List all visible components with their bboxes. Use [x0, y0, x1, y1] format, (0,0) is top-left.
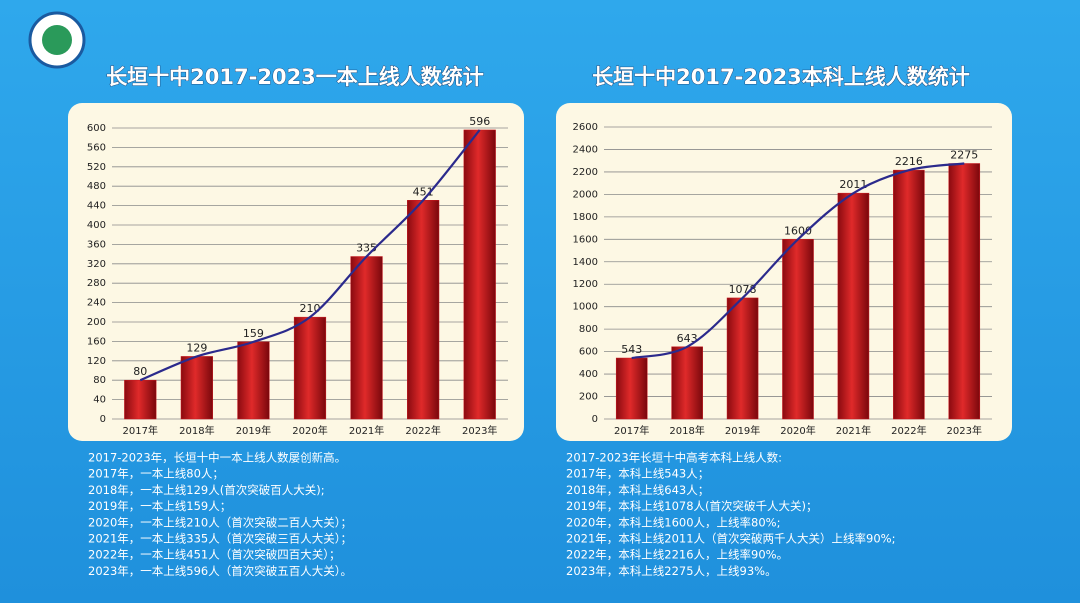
y-tick-label: 480	[87, 181, 106, 192]
x-tick-label: 2017年	[123, 424, 158, 437]
data-label: 1078	[729, 283, 757, 296]
y-tick-label: 200	[87, 317, 106, 328]
note-line: 2020年，本科上线1600人，上线率80%;	[566, 515, 780, 529]
x-tick-label: 2018年	[669, 424, 704, 437]
note-line: 2017年，一本上线80人；	[88, 467, 224, 481]
note-line: 2019年，一本上线159人；	[88, 499, 231, 513]
y-tick-label: 80	[93, 375, 106, 386]
x-tick-label: 2018年	[179, 424, 214, 437]
data-label: 210	[300, 302, 321, 315]
y-tick-label: 400	[579, 369, 598, 380]
note-line: 2022年，本科上线2216人，上线率90%。	[566, 548, 788, 562]
bar	[837, 192, 870, 420]
y-tick-label: 520	[87, 162, 106, 173]
note-line: 2023年，一本上线596人（首次突破五百人大关）。	[88, 564, 352, 578]
data-label: 159	[243, 327, 264, 340]
trend-line	[631, 162, 965, 360]
data-label: 2011	[839, 178, 867, 191]
y-tick-label: 1600	[573, 234, 598, 245]
x-tick-label: 2019年	[725, 424, 760, 437]
chart-title: 长垣十中2017-2023一本上线人数统计	[106, 65, 484, 89]
y-tick-label: 2200	[573, 167, 598, 178]
y-tick-label: 1000	[573, 302, 598, 313]
x-tick-label: 2023年	[462, 424, 497, 437]
x-tick-label: 2017年	[614, 424, 649, 437]
y-tick-label: 600	[579, 347, 598, 358]
bar	[350, 256, 383, 420]
bar	[948, 163, 981, 420]
data-label: 129	[186, 341, 207, 354]
y-tick-label: 560	[87, 142, 106, 153]
y-tick-label: 40	[93, 395, 106, 406]
bar	[782, 239, 814, 420]
x-tick-label: 2020年	[292, 424, 327, 437]
note-line: 2017-2023年，长垣十中一本上线人数屡创新高。	[88, 451, 346, 465]
bar	[180, 356, 213, 420]
chart-title: 长垣十中2017-2023本科上线人数统计	[592, 65, 970, 89]
data-label: 643	[677, 332, 698, 345]
logo-core	[42, 25, 72, 55]
note-line: 2017-2023年长垣十中高考本科上线人数:	[566, 451, 782, 465]
y-tick-label: 800	[579, 324, 598, 335]
x-tick-label: 2023年	[947, 424, 982, 437]
note-line: 2021年，一本上线335人（首次突破三百人大关）；	[88, 532, 352, 546]
y-tick-label: 600	[87, 123, 106, 134]
x-tick-label: 2022年	[405, 424, 440, 437]
y-tick-label: 0	[100, 414, 106, 425]
bar	[293, 316, 327, 420]
data-label: 80	[133, 365, 147, 378]
y-tick-label: 1200	[573, 279, 598, 290]
y-tick-label: 1400	[573, 257, 598, 268]
note-line: 2018年，本科上线643人；	[566, 483, 709, 497]
note-line: 2022年，一本上线451人（首次突破四百大关）；	[88, 548, 340, 562]
x-tick-label: 2020年	[780, 424, 815, 437]
bar	[407, 200, 440, 420]
bar	[615, 357, 648, 420]
y-tick-label: 120	[87, 356, 106, 367]
trend-line	[139, 129, 481, 382]
note-line: 2020年，一本上线210人（首次突破二百人大关）；	[88, 515, 352, 529]
bar	[237, 341, 270, 420]
x-tick-label: 2021年	[836, 424, 871, 437]
note-line: 2021年，本科上线2011人（首次突破两千人大关）上线率90%;	[566, 532, 895, 546]
y-tick-label: 200	[579, 392, 598, 403]
x-tick-label: 2021年	[349, 424, 384, 437]
data-label: 2216	[895, 155, 923, 168]
note-line: 2019年，本科上线1078人(首次突破千人大关)；	[566, 499, 818, 513]
y-tick-label: 320	[87, 259, 106, 270]
y-tick-label: 360	[87, 239, 106, 250]
y-tick-label: 0	[592, 414, 598, 425]
y-tick-label: 1800	[573, 212, 598, 223]
data-label: 2275	[950, 149, 978, 162]
bar	[671, 346, 703, 420]
bar	[463, 129, 496, 420]
bar	[893, 169, 925, 420]
note-line: 2017年，本科上线543人；	[566, 467, 709, 481]
y-tick-label: 400	[87, 220, 106, 231]
y-tick-label: 280	[87, 278, 106, 289]
bar	[124, 379, 157, 420]
bar	[726, 297, 759, 420]
data-label: 596	[469, 115, 490, 128]
note-line: 2018年，一本上线129人(首次突破百人大关);	[88, 483, 325, 497]
note-line: 2023年，本科上线2275人，上线93%。	[566, 564, 777, 578]
data-label: 543	[621, 343, 642, 356]
y-tick-label: 2000	[573, 189, 598, 200]
y-tick-label: 160	[87, 336, 106, 347]
x-tick-label: 2022年	[891, 424, 926, 437]
y-tick-label: 2400	[573, 144, 598, 155]
y-tick-label: 440	[87, 201, 106, 212]
y-tick-label: 2600	[573, 122, 598, 133]
y-tick-label: 240	[87, 298, 106, 309]
x-tick-label: 2019年	[236, 424, 271, 437]
